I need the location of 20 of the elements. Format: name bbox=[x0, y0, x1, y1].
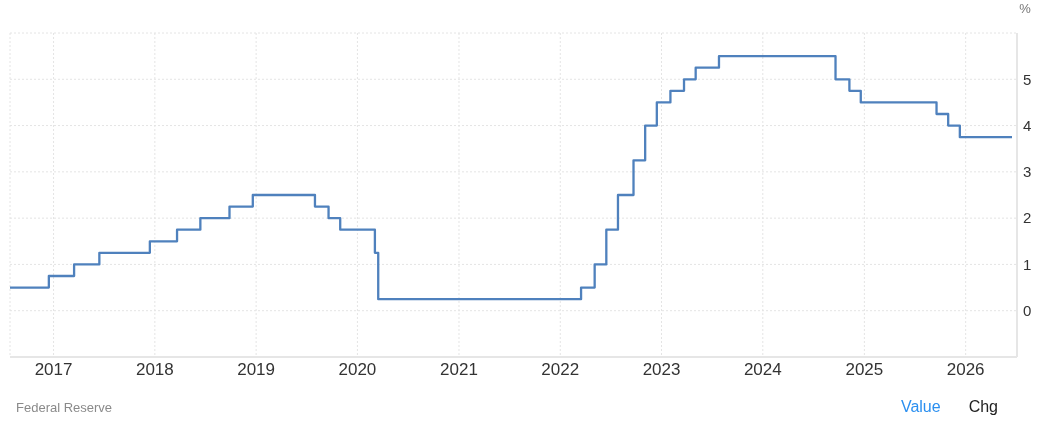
text: Value bbox=[900, 398, 941, 416]
y-tick-label: 3 bbox=[1023, 163, 1032, 181]
x-tick-label: 2020 bbox=[338, 360, 377, 380]
x-tick-label: 2026 bbox=[946, 360, 985, 380]
y-tick-label: 2 bbox=[1023, 209, 1032, 227]
x-tick-label: 2022 bbox=[541, 360, 580, 380]
y-tick-label: 5 bbox=[1023, 70, 1032, 88]
x-tick-label: 2024 bbox=[743, 360, 782, 380]
text: Federal Reserve bbox=[16, 400, 113, 415]
y-tick-label: 0 bbox=[1023, 302, 1032, 320]
x-tick-label: 2019 bbox=[237, 360, 276, 380]
x-tick-label: 2023 bbox=[642, 360, 681, 380]
x-tick-label: 2025 bbox=[845, 360, 884, 380]
x-tick-label: 2021 bbox=[440, 360, 478, 380]
text: Chg bbox=[968, 398, 998, 416]
y-axis-title: % bbox=[1018, 1, 1032, 16]
y-tick-label: 4 bbox=[1023, 116, 1032, 134]
x-tick-label: 2017 bbox=[34, 360, 73, 380]
x-tick-label: 2018 bbox=[135, 360, 174, 380]
y-tick-label: 1 bbox=[1023, 255, 1032, 273]
